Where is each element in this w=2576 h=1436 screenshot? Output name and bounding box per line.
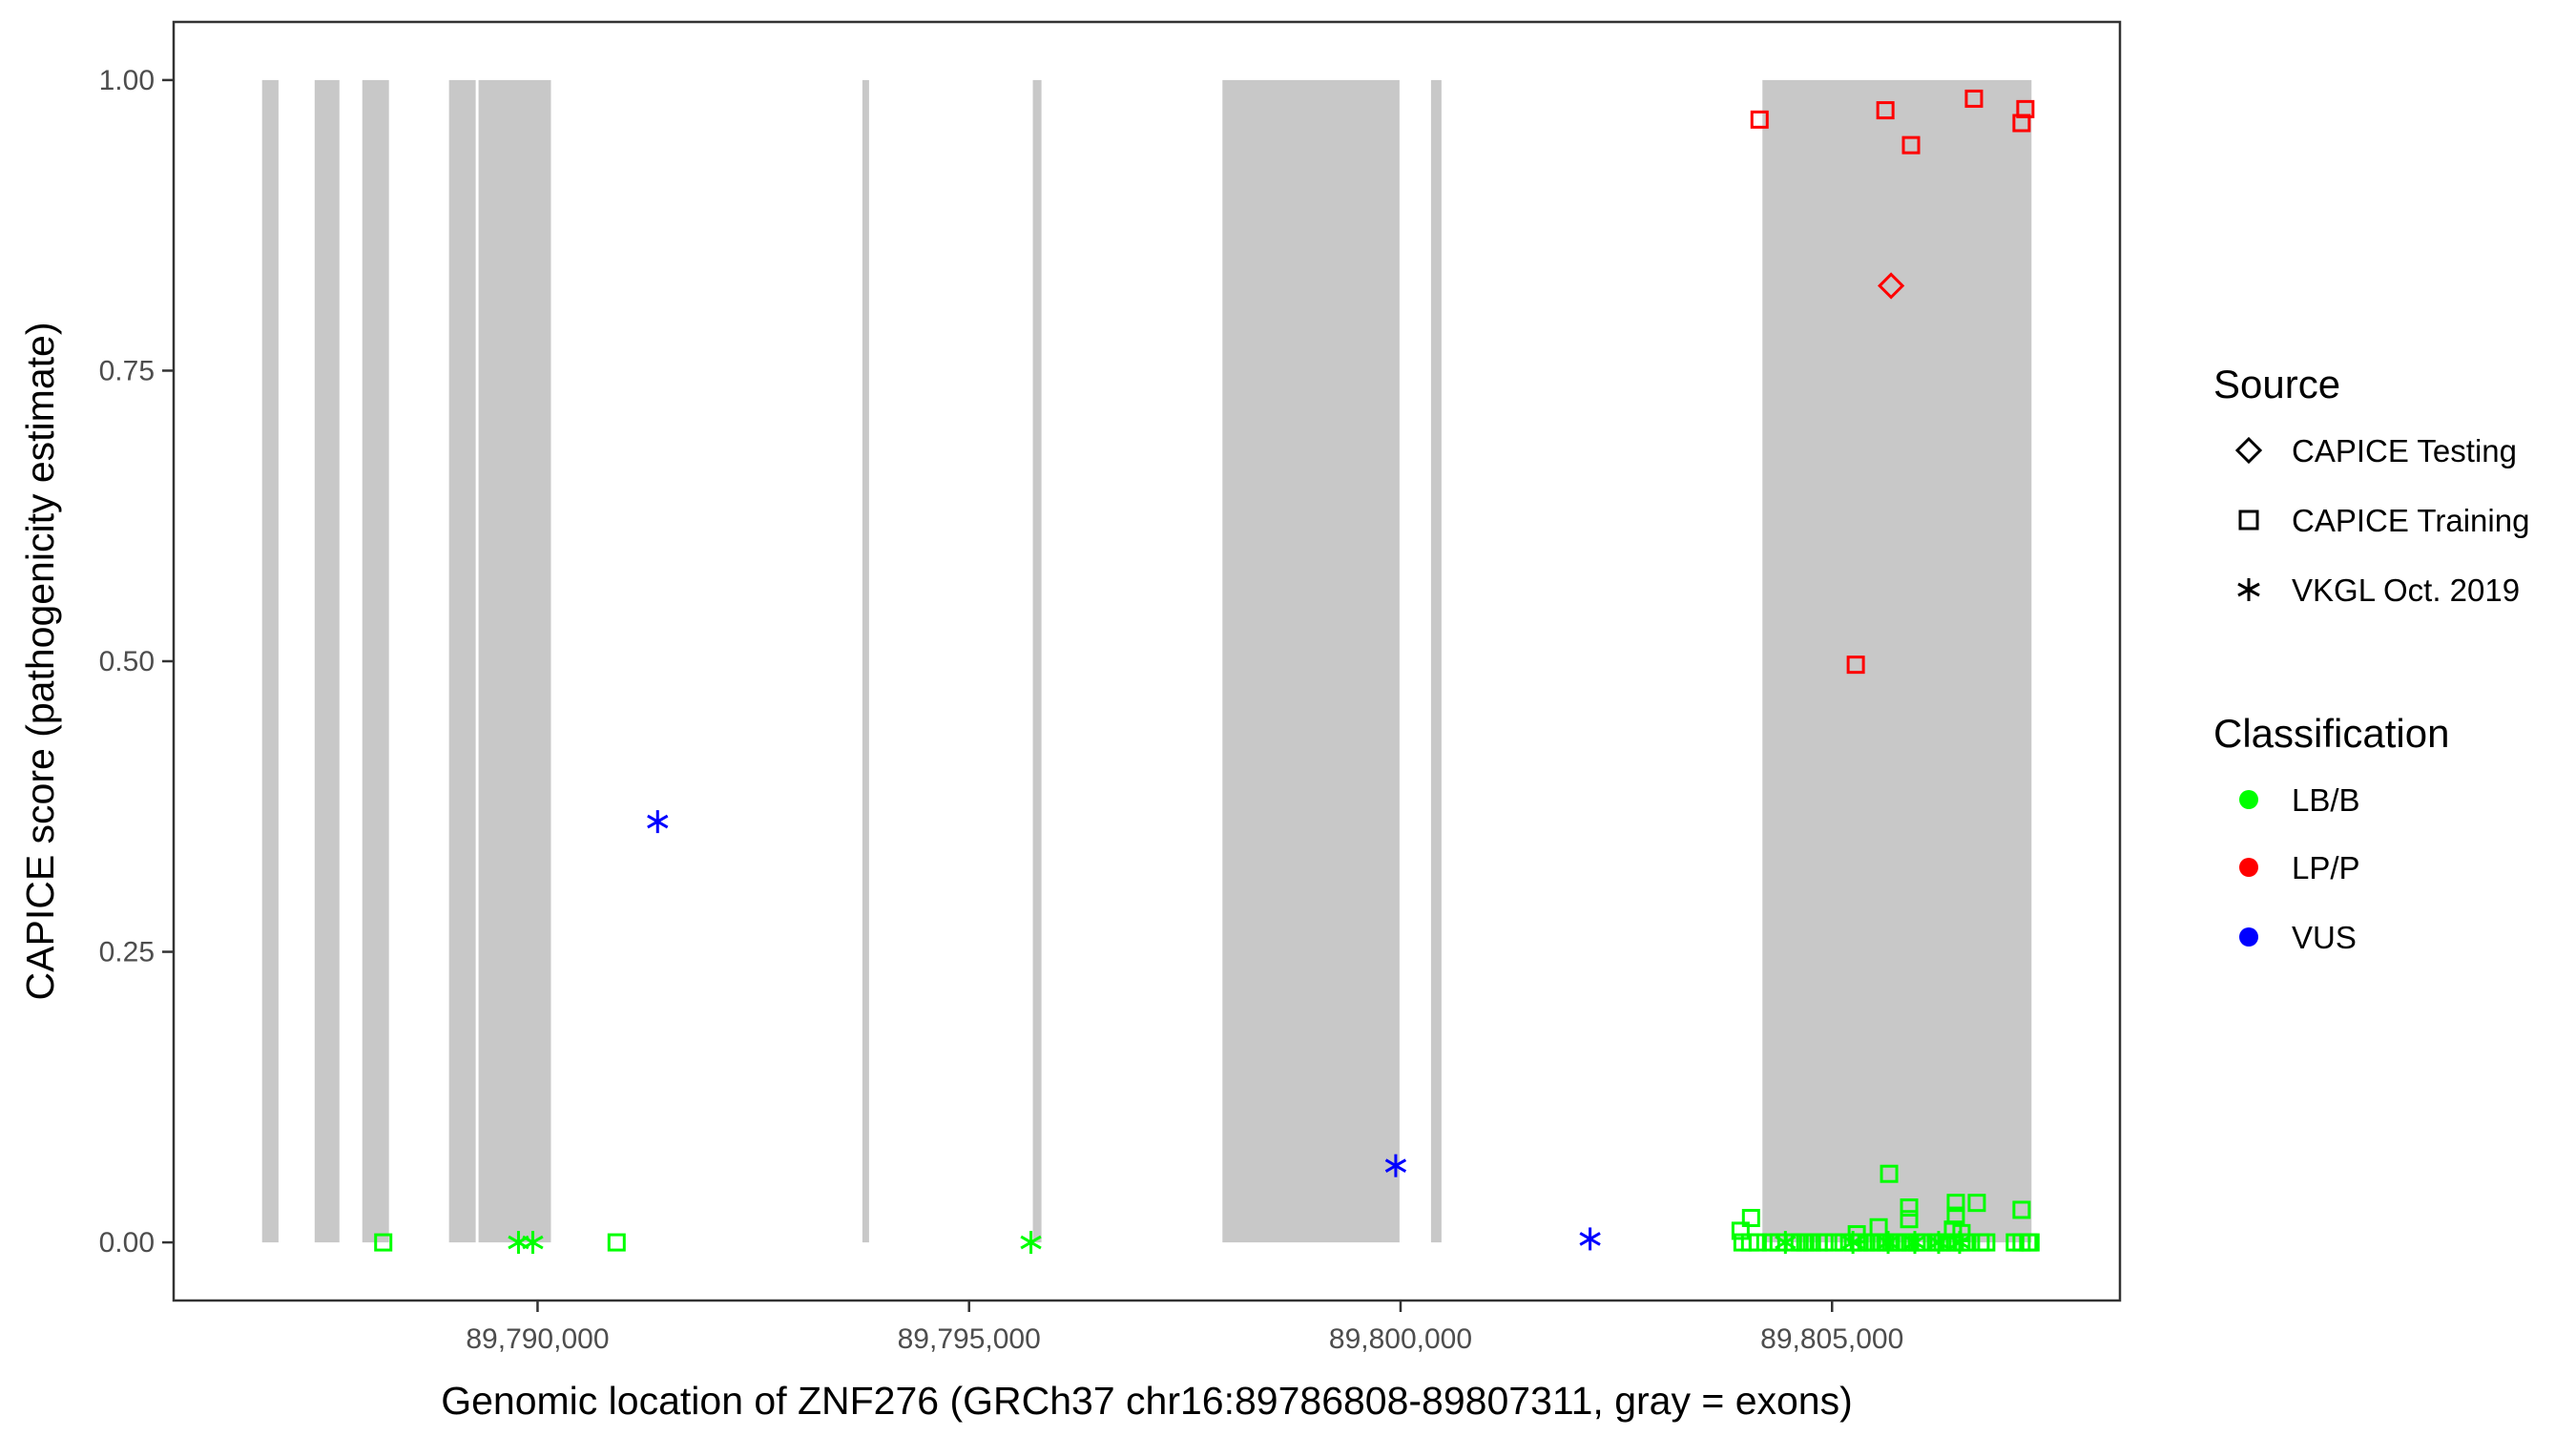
data-point-square bbox=[1750, 110, 1769, 129]
legend-label: LB/B bbox=[2292, 782, 2360, 818]
data-point-asterisk bbox=[647, 810, 669, 834]
data-point-square bbox=[1900, 1198, 1919, 1217]
exon-bar bbox=[448, 79, 476, 1243]
x-tick-label: 89,795,000 bbox=[898, 1323, 1041, 1355]
x-tick-label: 89,805,000 bbox=[1760, 1323, 1903, 1355]
legend-label: VUS bbox=[2292, 920, 2357, 955]
data-point-asterisk bbox=[1841, 1231, 1864, 1255]
legend-label: VKGL Oct. 2019 bbox=[2292, 572, 2520, 608]
exon-bar bbox=[261, 79, 279, 1243]
legend-dot-vus-icon bbox=[2239, 927, 2258, 947]
exon-bar bbox=[478, 79, 551, 1243]
legend-dot-lpp-icon bbox=[2239, 858, 2258, 877]
legend-dot-lbb-icon bbox=[2239, 790, 2258, 809]
asterisk-stroke bbox=[1020, 1235, 1042, 1250]
data-point-asterisk bbox=[1948, 1231, 1971, 1255]
legend-label: LP/P bbox=[2292, 850, 2360, 885]
exon-bar bbox=[1762, 79, 2032, 1243]
data-point-square bbox=[1741, 1209, 1760, 1228]
data-point-asterisk bbox=[1775, 1231, 1797, 1255]
data-point-square bbox=[1900, 1210, 1919, 1229]
y-tick-label: 0.75 bbox=[99, 355, 155, 386]
y-tick-label: 0.25 bbox=[99, 937, 155, 968]
data-point-square bbox=[1846, 656, 1865, 675]
data-point-square bbox=[1901, 135, 1921, 155]
data-point-asterisk bbox=[1877, 1231, 1900, 1255]
data-point-square bbox=[1880, 1164, 1899, 1183]
exon-bar bbox=[1032, 79, 1042, 1243]
data-point-square bbox=[1946, 1194, 1965, 1213]
asterisk-stroke bbox=[1384, 1158, 1407, 1173]
x-tick-label: 89,800,000 bbox=[1329, 1323, 1472, 1355]
asterisk-stroke bbox=[1877, 1235, 1900, 1250]
data-point-square bbox=[1977, 1233, 1996, 1252]
y-tick-label: 1.00 bbox=[99, 65, 155, 96]
data-point-square bbox=[607, 1233, 626, 1252]
data-point-square bbox=[1847, 1225, 1866, 1244]
data-point-square bbox=[1869, 1217, 1888, 1237]
data-point-square bbox=[1964, 89, 1984, 108]
y-axis: 0.00 0.25 0.50 0.75 1.00 bbox=[99, 65, 174, 1259]
exon-bar bbox=[1222, 79, 1400, 1243]
data-point-square bbox=[2012, 1200, 2031, 1219]
asterisk-stroke bbox=[522, 1235, 544, 1250]
asterisk-stroke bbox=[1927, 1235, 1950, 1250]
exon-bar bbox=[862, 79, 869, 1243]
asterisk-stroke bbox=[647, 814, 669, 829]
x-tick-label: 89,790,000 bbox=[466, 1323, 609, 1355]
data-point-square bbox=[1815, 1233, 1834, 1252]
data-point-asterisk bbox=[1579, 1227, 1601, 1251]
data-point-square bbox=[1731, 1221, 1750, 1240]
legend-label: CAPICE Testing bbox=[2292, 433, 2517, 468]
data-point-square bbox=[1824, 1233, 1843, 1252]
points-layer bbox=[374, 89, 2040, 1255]
x-axis-title: Genomic location of ZNF276 (GRCh37 chr16… bbox=[441, 1379, 1853, 1423]
y-axis-title: CAPICE score (pathogenicity estimate) bbox=[18, 323, 62, 1001]
data-point-square bbox=[1876, 101, 1895, 120]
exon-bar bbox=[362, 79, 389, 1243]
asterisk-stroke bbox=[1948, 1235, 1971, 1250]
data-point-diamond bbox=[1877, 272, 1905, 300]
legend-title-source: Source bbox=[2213, 362, 2340, 406]
data-point-square bbox=[2012, 114, 2031, 133]
asterisk-stroke bbox=[1841, 1235, 1864, 1250]
legend-classification: Classification LB/B LP/P VUS bbox=[2213, 711, 2449, 955]
legend-title-classification: Classification bbox=[2213, 711, 2449, 756]
data-point-square bbox=[374, 1233, 393, 1252]
x-axis: 89,790,000 89,795,000 89,800,000 89,805,000 bbox=[466, 1301, 1903, 1355]
data-point-asterisk bbox=[1903, 1231, 1926, 1255]
data-point-square bbox=[1967, 1194, 1986, 1213]
legend-diamond-icon bbox=[2234, 436, 2263, 465]
y-tick-label: 0.00 bbox=[99, 1227, 155, 1259]
legend-label: CAPICE Training bbox=[2292, 503, 2529, 538]
data-point-asterisk bbox=[1020, 1231, 1042, 1255]
legend-square-icon bbox=[2238, 510, 2259, 531]
data-point-square bbox=[2021, 1233, 2040, 1252]
exon-layer bbox=[261, 79, 2032, 1243]
data-point-asterisk bbox=[1384, 1154, 1407, 1177]
exon-bar bbox=[1430, 79, 1442, 1243]
y-tick-label: 0.50 bbox=[99, 646, 155, 677]
data-point-asterisk bbox=[1927, 1231, 1950, 1255]
legend-asterisk-icon bbox=[2237, 578, 2260, 601]
asterisk-stroke bbox=[1579, 1232, 1601, 1246]
data-point-asterisk bbox=[522, 1231, 544, 1255]
asterisk-stroke bbox=[1775, 1235, 1797, 1250]
data-point-square bbox=[1748, 1233, 1767, 1252]
legend-source: Source CAPICE Testing CAPICE Training VK… bbox=[2213, 362, 2529, 608]
exon-bar bbox=[314, 79, 340, 1243]
asterisk-stroke bbox=[1903, 1235, 1926, 1250]
